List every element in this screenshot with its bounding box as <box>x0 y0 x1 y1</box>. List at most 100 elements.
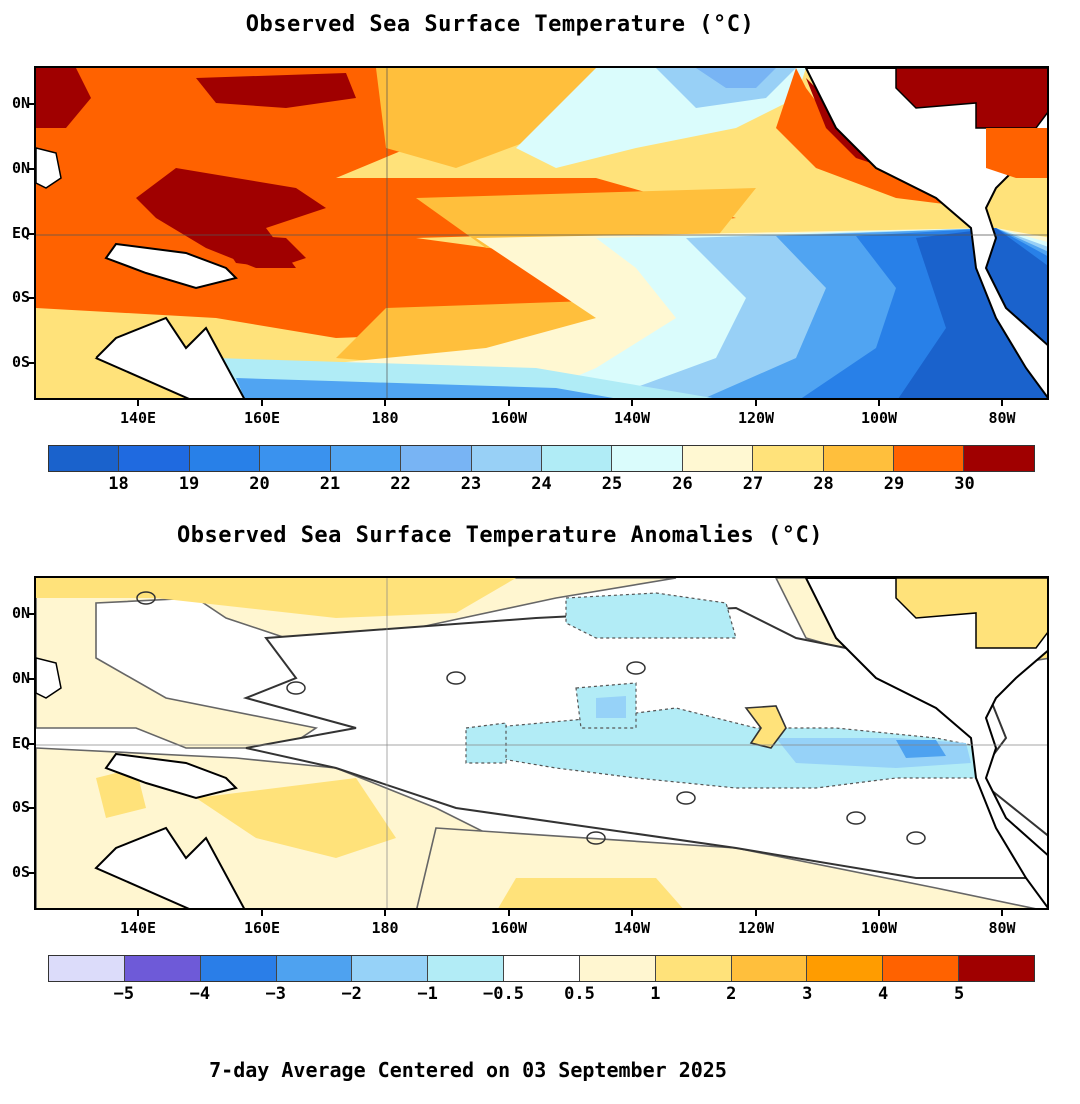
x-tick-label: 140E <box>119 919 157 937</box>
y-tick <box>29 678 35 680</box>
x-tick-label: 120W <box>737 409 775 427</box>
y-tick <box>29 872 35 874</box>
colorbar-swatch <box>49 956 125 981</box>
colorbar-label: 3 <box>802 984 813 1004</box>
ssta-contour-loop <box>136 591 156 605</box>
x-tick <box>384 910 386 916</box>
colorbar-label: −0.5 <box>483 984 524 1004</box>
land-new-guinea <box>104 752 238 800</box>
colorbar-label: −5 <box>113 984 135 1004</box>
colorbar-swatch <box>330 446 402 471</box>
y-tick-label: 0S <box>11 353 30 371</box>
ssta-warm-patch <box>744 705 787 749</box>
land-australia <box>94 316 245 398</box>
ssta-contour-loop <box>586 831 606 845</box>
sst-30-blob <box>36 68 91 128</box>
land-philippines <box>36 147 62 189</box>
ssta-plus1-sw2 <box>96 768 146 818</box>
colorbar-label: 21 <box>319 474 341 494</box>
ssta-colorbar <box>48 955 1035 982</box>
y-tick-label: 0S <box>11 798 30 816</box>
colorbar-swatch <box>260 446 331 471</box>
x-tick <box>261 910 263 916</box>
colorbar-swatch <box>276 956 353 981</box>
ssta-map-canvas <box>36 578 1047 908</box>
colorbar-label: 22 <box>390 474 411 494</box>
colorbar-label: −1 <box>417 984 438 1004</box>
colorbar-swatch <box>894 446 965 471</box>
colorbar-swatch <box>655 956 732 981</box>
x-tick-label: 100W <box>860 409 898 427</box>
x-tick <box>755 910 757 916</box>
x-tick-label: 140W <box>613 919 651 937</box>
colorbar-swatch <box>504 956 580 981</box>
colorbar-swatch <box>428 956 505 981</box>
colorbar-swatch <box>682 446 754 471</box>
ssta-negative-blob <box>465 722 507 764</box>
sst-map-canvas <box>36 68 1047 398</box>
colorbar-label: 24 <box>531 474 552 494</box>
ssta-contour-loop <box>286 681 306 695</box>
y-tick <box>29 362 35 364</box>
x-tick-label: 180 <box>371 919 399 937</box>
colorbar-swatch <box>883 956 960 981</box>
y-tick-label: 0N <box>11 669 30 687</box>
colorbar-swatch <box>731 956 808 981</box>
land-new-guinea <box>104 242 238 290</box>
x-tick-label: 160E <box>243 409 281 427</box>
colorbar-swatch <box>471 446 542 471</box>
colorbar-label: 5 <box>953 984 965 1004</box>
colorbar-swatch <box>964 446 1034 471</box>
x-tick <box>631 400 633 406</box>
colorbar-swatch <box>124 956 201 981</box>
land-americas <box>804 578 1047 908</box>
sst-colorbar <box>48 445 1035 472</box>
x-tick-label: 80W <box>988 919 1016 937</box>
colorbar-swatch <box>541 446 613 471</box>
sst-gulf-caribbean <box>895 68 1047 129</box>
colorbar-label: −2 <box>341 984 362 1004</box>
x-tick <box>631 910 633 916</box>
colorbar-label: 26 <box>672 474 693 494</box>
colorbar-label: 18 <box>108 474 129 494</box>
sst-30-blob <box>196 73 356 108</box>
colorbar-label: 28 <box>813 474 834 494</box>
y-tick <box>29 168 35 170</box>
ssta-contour-loop <box>676 791 696 805</box>
x-tick <box>384 400 386 406</box>
sst-mexico-warm <box>776 68 996 208</box>
colorbar-label: 27 <box>742 474 764 494</box>
ssta-minus1-blob <box>596 696 626 718</box>
land-australia <box>94 826 245 908</box>
x-tick-label: 160W <box>490 919 528 937</box>
x-tick <box>1001 400 1003 406</box>
colorbar-swatch <box>959 956 1034 981</box>
ssta-contour-loop <box>906 831 926 845</box>
ssta-gulf-caribbean <box>895 578 1047 649</box>
y-tick <box>29 807 35 809</box>
x-tick-label: 140E <box>119 409 157 427</box>
sst-22-south-strip <box>236 378 614 398</box>
ssta-contour-loop <box>846 811 866 825</box>
colorbar-label: 20 <box>249 474 270 494</box>
y-tick-label: 0S <box>11 288 30 306</box>
colorbar-swatch <box>119 446 190 471</box>
x-tick-label: 180 <box>371 409 399 427</box>
colorbar-swatch <box>612 446 683 471</box>
colorbar-swatch <box>189 446 261 471</box>
land-philippines <box>36 657 62 699</box>
x-tick <box>1001 910 1003 916</box>
x-tick-label: 100W <box>860 919 898 937</box>
colorbar-swatch <box>49 446 120 471</box>
x-tick <box>878 910 880 916</box>
colorbar-label: −3 <box>265 984 286 1004</box>
colorbar-swatch <box>579 956 656 981</box>
y-tick <box>29 297 35 299</box>
x-tick-label: 160E <box>243 919 281 937</box>
y-tick-label: 0N <box>11 159 30 177</box>
ssta-plus1-south <box>498 878 683 908</box>
ssta-positive-nw <box>36 578 677 749</box>
ssta-contour-loop <box>446 671 466 685</box>
colorbar-label: 23 <box>460 474 482 494</box>
y-tick-label: 0N <box>11 94 30 112</box>
